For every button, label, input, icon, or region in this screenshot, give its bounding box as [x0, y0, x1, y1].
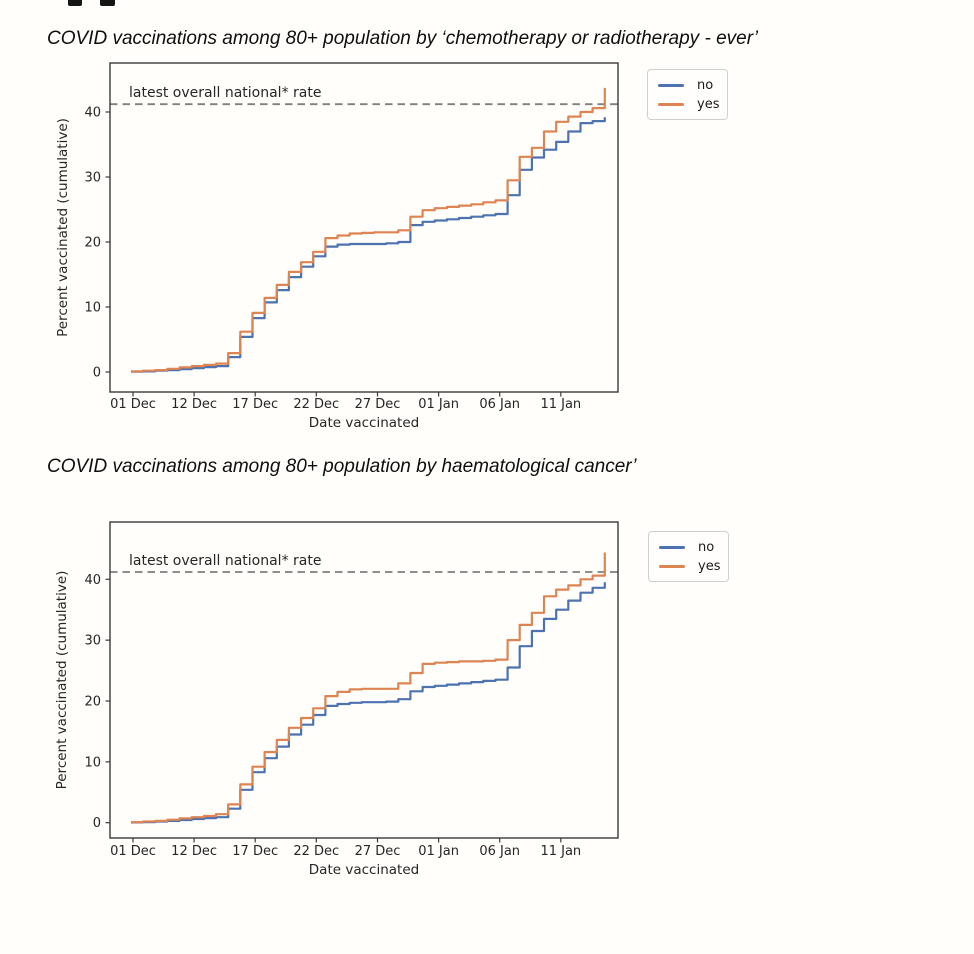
svg-text:Date vaccinated: Date vaccinated	[309, 415, 419, 431]
svg-text:01 Jan: 01 Jan	[418, 397, 459, 412]
legend-line-no	[659, 545, 685, 549]
figure-title-chemo-radiotherapy: COVID vaccinations among 80+ population …	[47, 28, 758, 49]
svg-text:Percent vaccinated (cumulative: Percent vaccinated (cumulative)	[54, 571, 70, 790]
legend-label-yes: yes	[698, 558, 721, 574]
cropped-letter-mark	[100, 0, 115, 6]
svg-text:17 Dec: 17 Dec	[232, 844, 278, 859]
figure-title-haematological-cancer: COVID vaccinations among 80+ population …	[47, 456, 637, 477]
svg-text:12 Dec: 12 Dec	[171, 844, 217, 859]
legend-line-no	[658, 83, 684, 87]
svg-text:17 Dec: 17 Dec	[232, 397, 278, 412]
svg-text:40: 40	[84, 573, 101, 588]
legend-chemo-radiotherapy: no yes	[647, 69, 728, 120]
svg-text:30: 30	[84, 634, 101, 649]
svg-text:01 Dec: 01 Dec	[110, 397, 156, 412]
svg-text:latest overall national* rate: latest overall national* rate	[129, 85, 321, 101]
legend-label-yes: yes	[697, 96, 720, 112]
chart-chemo-radiotherapy: latest overall national* rate 0 10 20 30 40 01…	[55, 62, 619, 431]
chart-haematological-cancer: latest overall national* rate 0 10 20 30 40 01…	[54, 521, 619, 878]
svg-text:01 Dec: 01 Dec	[110, 844, 156, 859]
svg-text:20: 20	[84, 695, 101, 710]
svg-text:06 Jan: 06 Jan	[479, 844, 520, 859]
svg-text:22 Dec: 22 Dec	[293, 397, 339, 412]
svg-text:10: 10	[84, 755, 101, 770]
svg-text:27 Dec: 27 Dec	[355, 397, 401, 412]
legend-entry-yes: yes	[658, 98, 719, 111]
svg-text:12 Dec: 12 Dec	[171, 397, 217, 412]
legend-line-yes	[658, 102, 684, 106]
legend-entry-yes: yes	[659, 560, 720, 573]
legend-entry-no: no	[659, 541, 720, 554]
legend-label-no: no	[697, 77, 714, 93]
svg-text:06 Jan: 06 Jan	[479, 397, 520, 412]
svg-text:Date vaccinated: Date vaccinated	[309, 862, 419, 878]
svg-text:0: 0	[93, 816, 101, 831]
svg-text:20: 20	[84, 236, 101, 251]
cropped-letter-mark	[68, 0, 82, 6]
legend-line-yes	[659, 564, 685, 568]
legend-label-no: no	[698, 539, 715, 555]
svg-text:22 Dec: 22 Dec	[293, 844, 339, 859]
svg-text:11 Jan: 11 Jan	[540, 397, 581, 412]
legend-entry-no: no	[658, 79, 719, 92]
svg-text:latest overall national* rate: latest overall national* rate	[129, 553, 321, 569]
svg-text:30: 30	[84, 171, 101, 186]
svg-text:27 Dec: 27 Dec	[355, 844, 401, 859]
svg-text:40: 40	[84, 106, 101, 121]
svg-text:11 Jan: 11 Jan	[540, 844, 581, 859]
legend-haematological-cancer: no yes	[648, 531, 729, 582]
svg-text:10: 10	[84, 301, 101, 316]
svg-text:0: 0	[93, 366, 101, 381]
svg-text:Percent vaccinated (cumulative: Percent vaccinated (cumulative)	[55, 118, 71, 337]
svg-text:01 Jan: 01 Jan	[418, 844, 459, 859]
